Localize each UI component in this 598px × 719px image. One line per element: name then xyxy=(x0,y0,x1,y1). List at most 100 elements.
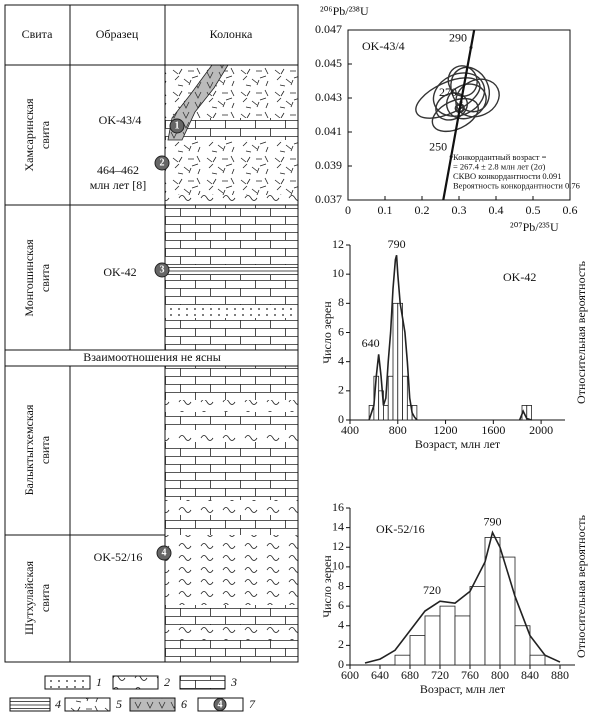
litho-limestone xyxy=(165,640,298,662)
y-tick-label: 10 xyxy=(332,266,344,280)
marker-number: 2 xyxy=(160,157,165,168)
error-ellipse xyxy=(447,65,478,97)
bar xyxy=(439,605,456,666)
sample-label: 464–462 xyxy=(97,163,139,177)
sample-label: OK-42 xyxy=(503,270,536,284)
suite-name: свита xyxy=(38,120,52,149)
litho-layered xyxy=(165,265,298,275)
age-label: 250 xyxy=(429,139,447,153)
suite-name: Шутхулайская xyxy=(22,561,36,635)
probability-curve xyxy=(364,530,561,664)
x-axis-label: Возраст, млн лет xyxy=(420,682,506,696)
table-rules xyxy=(5,5,298,662)
litho-limestone xyxy=(165,366,298,400)
annotation: Вероятность конкордантности 0.76 xyxy=(453,180,580,190)
bar xyxy=(454,615,471,666)
legend-number: 1 xyxy=(96,675,102,689)
litho-limestone xyxy=(165,605,298,625)
probability-curve xyxy=(368,254,532,421)
suite-name: Монгошинская xyxy=(22,239,36,317)
bar xyxy=(424,615,441,666)
x-tick-label: 840 xyxy=(521,668,539,682)
litho-shale xyxy=(165,430,298,442)
legend-number: 6 xyxy=(181,697,187,711)
x-tick-label: 0 xyxy=(345,203,351,217)
sample-marker xyxy=(169,118,185,134)
litho-limestone xyxy=(165,118,298,140)
peak-label: 790 xyxy=(484,514,502,528)
error-ellipse xyxy=(455,78,500,118)
header: Свита xyxy=(22,27,53,41)
sample-marker xyxy=(156,545,172,561)
bar xyxy=(394,654,411,666)
marker-number: 3 xyxy=(160,264,165,275)
legend: 1 2 3 4 5 6 4 7 xyxy=(9,675,256,712)
x-tick-label: 800 xyxy=(491,668,509,682)
marker-number: 4 xyxy=(162,547,167,558)
x-tick-label: 600 xyxy=(341,668,359,682)
annotation: = 267.4 ± 2.8 млн лет (2σ) xyxy=(453,161,546,171)
y-tick-label: 14 xyxy=(332,519,344,533)
x-tick-label: 720 xyxy=(431,668,449,682)
y-tick-label: 8 xyxy=(338,295,344,309)
sample-label: OK-52/16 xyxy=(376,522,425,536)
x-tick-label: 760 xyxy=(461,668,479,682)
peak-label: 640 xyxy=(362,336,380,350)
suite-name: свита xyxy=(38,435,52,464)
sample-label: млн лет [8] xyxy=(90,178,147,192)
error-ellipse xyxy=(454,103,465,114)
x-tick-label: 0.2 xyxy=(415,203,430,217)
suite-name: Балыктыгхемская xyxy=(22,404,36,495)
suite-name: свита xyxy=(38,263,52,292)
y-tick-label: 0 xyxy=(338,657,344,671)
sample-marker xyxy=(154,155,170,171)
legend-swatch xyxy=(9,697,51,712)
x-tick-label: 0.6 xyxy=(563,203,578,217)
y-tick-label: 0.041 xyxy=(315,124,342,138)
y-tick-label: 0.045 xyxy=(315,56,342,70)
age-point xyxy=(469,46,473,50)
age-point xyxy=(459,100,463,104)
y-tick-label: 0.039 xyxy=(315,158,342,172)
legend-swatch xyxy=(129,697,176,712)
note: Взаимоотношения не ясны xyxy=(83,350,221,364)
litho-sandstone xyxy=(165,305,298,318)
y-tick-label: 12 xyxy=(332,539,344,553)
sample-marker xyxy=(154,262,170,278)
y-tick-label: 2 xyxy=(338,637,344,651)
y-axis-label: Число зерен xyxy=(320,555,334,618)
sample-label: OK-43/4 xyxy=(99,113,142,127)
bar xyxy=(392,302,399,421)
y-axis-label: Число зерен xyxy=(320,301,334,364)
y-tick-label: 4 xyxy=(338,353,344,367)
y-tick-label: 2 xyxy=(338,383,344,397)
x-tick-label: 0.1 xyxy=(378,203,393,217)
bar xyxy=(529,654,546,666)
bar xyxy=(397,302,403,421)
age-label: 290 xyxy=(449,30,467,44)
x-tick-label: 640 xyxy=(371,668,389,682)
error-ellipse xyxy=(435,92,469,121)
y-tick-label: 0.047 xyxy=(315,22,342,36)
sample-label: OK-42 xyxy=(103,265,136,279)
x-tick-label: 2000 xyxy=(529,423,553,437)
legend-number: 7 xyxy=(249,697,256,711)
legend-swatch xyxy=(179,675,226,690)
sample-label: OK-52/16 xyxy=(94,550,143,564)
bar xyxy=(484,537,501,666)
annotation: СКВО конкордантности 0.091 xyxy=(453,171,562,181)
legend-number: 3 xyxy=(230,675,237,689)
y-tick-label: 6 xyxy=(338,324,344,338)
error-ellipse xyxy=(415,77,481,119)
litho-shale xyxy=(165,500,298,515)
x-tick-label: 680 xyxy=(401,668,419,682)
annotation: Конкордантный возраст = xyxy=(453,152,547,162)
bar xyxy=(409,635,426,666)
suite-name: Хамсаринская xyxy=(22,98,36,172)
peak-label: 790 xyxy=(388,237,406,251)
legend-marker-number: 4 xyxy=(218,699,223,710)
bar xyxy=(469,586,486,666)
legend-marker xyxy=(213,698,227,711)
y-tick-label: 8 xyxy=(338,578,344,592)
y-tick-label: 12 xyxy=(332,237,344,251)
